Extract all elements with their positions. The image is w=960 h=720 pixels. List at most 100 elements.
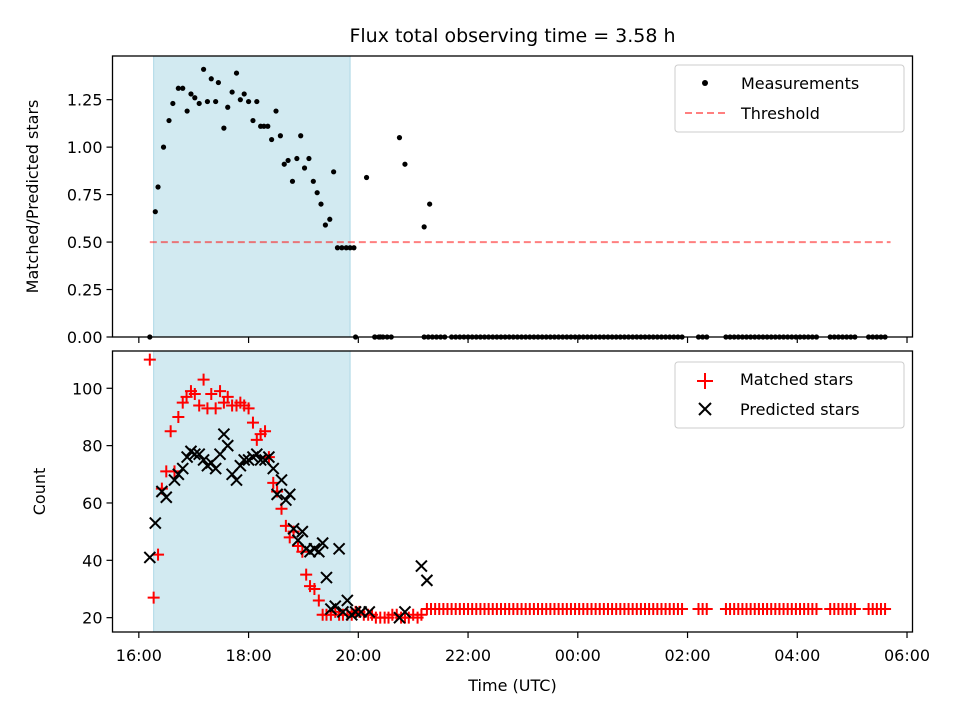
predicted-star-point (168, 473, 181, 487)
predicted-star-point (420, 574, 434, 587)
measurement-point (215, 79, 221, 86)
predicted-star-point (209, 462, 222, 475)
predicted-star-point (149, 516, 162, 530)
x-tick-label: 02:00 (664, 646, 710, 665)
measurement-point (196, 100, 202, 107)
matched-star-point (246, 416, 259, 429)
bottom-shaded-interval (153, 350, 351, 633)
measurement-point (314, 190, 320, 196)
bottom-y-ticks: 20 40 60 80 100 (72, 379, 113, 628)
predicted-star-point (267, 462, 280, 475)
x-tick-label: 20:00 (335, 646, 381, 665)
top-x-ticks (138, 337, 908, 343)
measurement-point (334, 245, 341, 251)
measurement-point (213, 98, 219, 105)
predicted-star-point (316, 536, 329, 550)
predicted-star-point (160, 491, 173, 504)
legend-matched-label: Matched stars (740, 370, 853, 389)
measurement-point (277, 133, 284, 139)
x-tick-label: 06:00 (884, 646, 930, 665)
predicted-star-point (217, 427, 231, 441)
matched-star-point (214, 385, 227, 398)
y-tick-label: 20 (82, 609, 102, 628)
x-tick-label: 04:00 (774, 646, 820, 665)
y-tick-label: 100 (72, 379, 103, 398)
predicted-star-point (329, 599, 342, 613)
predicted-star-point (279, 493, 293, 507)
top-legend-box (674, 64, 905, 133)
x-tick-label: 22:00 (445, 646, 491, 665)
matched-star-point (879, 603, 892, 616)
x-tick-label: 16:00 (116, 646, 162, 665)
y-tick-label: 0.75 (67, 186, 103, 205)
predicted-star-point (398, 605, 412, 619)
predicted-star-point (283, 488, 296, 501)
legend-predicted-marker (698, 402, 712, 416)
bottom-y-axis-label: Count (30, 468, 49, 516)
legend-matched-marker (697, 373, 713, 389)
predicted-star-point (234, 459, 247, 472)
measurement-point (396, 135, 403, 141)
measurement-point (339, 245, 345, 251)
matched-star-point (172, 410, 185, 423)
measurement-point (281, 161, 287, 167)
bottom-legend-box (674, 361, 905, 429)
measurement-point (166, 117, 172, 124)
measurement-point (160, 144, 167, 150)
y-tick-label: 60 (82, 494, 102, 513)
measurement-point (298, 133, 304, 139)
predicted-star-point (332, 542, 346, 556)
predicted-star-point (320, 571, 333, 584)
x-tick-label: 00:00 (555, 646, 601, 665)
predicted-star-point (287, 522, 300, 535)
bottom-x-ticks: 16:00 18:00 20:00 22:00 00:00 02:00 04:00 06:00 (116, 632, 930, 665)
predicted-star-point (230, 473, 243, 487)
y-tick-label: 0.50 (67, 233, 103, 252)
predicted-star-point (270, 488, 284, 501)
measurement-point (327, 216, 333, 222)
predicted-star-point (180, 450, 194, 464)
legend-measurements-label: Measurements (741, 74, 859, 93)
predicted-star-point (197, 453, 210, 467)
measurement-point (200, 66, 207, 72)
y-tick-label: 1.25 (67, 91, 103, 110)
predicted-star-point (275, 473, 288, 487)
matched-star-point (415, 608, 428, 621)
measurement-point (363, 174, 370, 181)
predicted-star-point (188, 448, 202, 461)
measurement-point (343, 245, 349, 251)
top-axes-frame (111, 55, 914, 338)
predicted-star-point (312, 545, 326, 558)
predicted-star-point (262, 450, 276, 464)
matched-star-point (164, 425, 177, 438)
measurement-point (237, 97, 243, 103)
measurement-point (265, 123, 271, 129)
matched-star-point (197, 373, 210, 386)
measurement-point (152, 209, 158, 215)
y-tick-label: 80 (82, 437, 102, 456)
bottom-axes-frame (111, 350, 914, 633)
measurement-point (402, 161, 408, 167)
measurement-point (184, 108, 190, 114)
chart-title: Flux total observing time = 3.58 h (349, 25, 675, 47)
predicted-star-point (349, 605, 362, 619)
matched-star-point (209, 402, 222, 415)
matched-star-point (810, 603, 823, 616)
matched-star-point (188, 388, 201, 401)
measurement-point (347, 245, 353, 251)
measurement-point (155, 184, 161, 190)
measurement-point (188, 91, 194, 97)
measurement-point (318, 201, 324, 207)
matched-star-point (205, 388, 218, 401)
measurement-point (306, 155, 312, 162)
y-tick-label: 0.00 (67, 328, 103, 347)
predicted-star-point (254, 453, 267, 467)
matched-star-point (221, 390, 234, 403)
measurement-point (208, 76, 214, 82)
x-tick-label: 18:00 (226, 646, 272, 665)
legend-measurements-marker (702, 80, 708, 86)
measurement-point (351, 245, 357, 251)
matched-star-point (848, 603, 861, 616)
predicted-star-point (415, 559, 428, 573)
